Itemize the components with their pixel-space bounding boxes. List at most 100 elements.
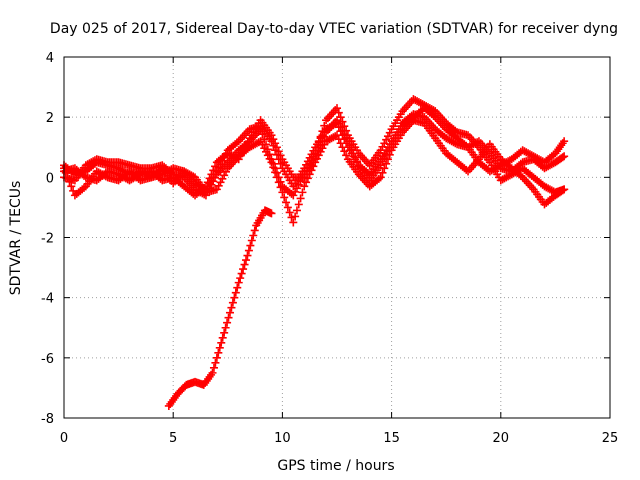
data-point [263, 151, 272, 160]
data-point [250, 226, 259, 235]
data-point [333, 104, 341, 113]
data-point [376, 173, 385, 182]
data-point [300, 182, 309, 191]
data-point [189, 172, 198, 181]
data-point [236, 151, 245, 160]
data-point [134, 171, 143, 180]
data-point [342, 151, 351, 160]
data-point [271, 139, 280, 148]
data-point [343, 137, 352, 146]
data-point [378, 157, 387, 166]
data-point [320, 121, 329, 130]
data-point [230, 293, 239, 302]
data-point [374, 174, 383, 183]
data-point [378, 142, 387, 151]
data-point [340, 147, 349, 156]
x-axis-label: GPS time / hours [277, 458, 394, 474]
data-point [209, 363, 218, 372]
data-point [211, 358, 220, 367]
data-point [516, 171, 525, 180]
y-tick-label: 0 [46, 171, 54, 186]
data-point [242, 256, 250, 265]
data-point [314, 146, 323, 155]
data-point [201, 182, 210, 191]
data-point [274, 178, 283, 187]
data-point [353, 157, 362, 166]
data-point [280, 193, 289, 202]
data-point [267, 209, 276, 218]
data-point [385, 143, 394, 152]
x-tick-label: 5 [169, 431, 177, 446]
data-point [237, 269, 246, 278]
data-point [298, 188, 307, 197]
data-point [303, 174, 312, 183]
data-point [351, 153, 360, 162]
data-point [347, 145, 356, 154]
data-point [67, 182, 76, 191]
data-point [267, 131, 276, 140]
data-point [292, 184, 301, 193]
data-point [238, 148, 247, 157]
data-point [282, 198, 291, 207]
data-point [260, 144, 269, 153]
data-point [311, 155, 320, 164]
x-tick-label: 25 [602, 431, 619, 446]
data-point [376, 146, 385, 155]
data-point [302, 178, 311, 187]
data-point [560, 185, 569, 194]
data-point [291, 187, 300, 196]
data-point [256, 137, 265, 146]
data-point [385, 128, 394, 137]
data-point [345, 141, 354, 150]
data-point [212, 185, 221, 194]
x-tick-label: 10 [274, 431, 291, 446]
data-point [340, 122, 349, 131]
data-point [342, 133, 351, 142]
data-point [320, 132, 329, 141]
data-point [207, 170, 216, 179]
data-point [333, 116, 341, 125]
data-point [218, 174, 227, 183]
data-point [276, 183, 285, 192]
data-point [296, 194, 305, 203]
data-point [227, 303, 236, 312]
data-point [220, 171, 229, 180]
data-point [334, 119, 343, 128]
data-point [265, 154, 274, 163]
x-tick-label: 0 [60, 431, 68, 446]
chart-title: Day 025 of 2017, Sidereal Day-to-day VTE… [50, 21, 618, 37]
data-markers [60, 95, 569, 410]
data-point [382, 135, 391, 144]
data-point [278, 188, 287, 197]
series-track-d [60, 104, 569, 200]
data-point [200, 183, 209, 192]
data-point [203, 178, 212, 187]
data-point [314, 138, 323, 147]
data-point [383, 155, 392, 164]
data-point [272, 173, 281, 182]
data-point [285, 208, 294, 217]
y-tick-label: -4 [41, 292, 54, 307]
y-tick-label: 4 [46, 51, 54, 66]
data-point [292, 206, 301, 215]
data-point [211, 162, 220, 171]
data-point [294, 180, 303, 189]
data-point [220, 328, 229, 337]
data-point [223, 318, 232, 327]
data-point [380, 154, 389, 163]
data-point [239, 265, 248, 274]
series-track-e [164, 206, 276, 410]
data-point [63, 173, 72, 182]
data-point [340, 130, 349, 139]
data-point [243, 137, 252, 146]
x-tick-label: 15 [383, 431, 400, 446]
data-point [214, 348, 223, 357]
data-point [246, 241, 255, 250]
data-point [240, 144, 249, 153]
data-point [320, 140, 329, 149]
data-point [383, 147, 392, 156]
data-point [221, 323, 230, 332]
data-point [262, 147, 271, 156]
data-point [272, 143, 281, 152]
data-point [316, 141, 325, 150]
